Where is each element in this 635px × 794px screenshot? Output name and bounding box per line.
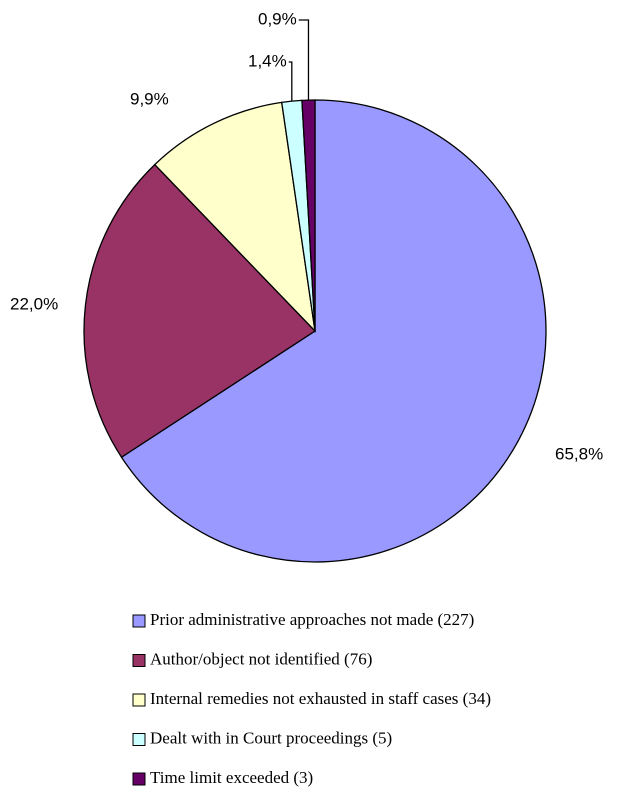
legend-label: Time limit exceeded (3)	[150, 768, 313, 787]
leader-line	[298, 19, 310, 101]
legend-swatch	[132, 772, 146, 786]
pie-slice	[153, 101, 316, 333]
leader-line	[288, 61, 293, 102]
slice-label: 9,9%	[130, 89, 169, 108]
legend-label: Prior administrative approaches not made…	[150, 610, 474, 629]
slice-label: 22,0%	[10, 294, 58, 313]
slice-label: 1,4%	[248, 51, 287, 70]
legend-swatch	[132, 654, 146, 667]
pie-slice	[83, 163, 317, 459]
legend-swatch	[132, 733, 146, 746]
legend-label: Author/object not identified (76)	[150, 649, 372, 668]
legend-label: Internal remedies not exhausted in staff…	[150, 689, 491, 708]
slice-label: 0,9%	[258, 9, 297, 28]
pie-slice	[120, 99, 547, 563]
slice-label: 65,8%	[555, 444, 603, 463]
legend-swatch	[132, 614, 146, 628]
legend-swatch	[132, 693, 146, 707]
legend-label: Dealt with in Court proceedings (5)	[150, 728, 392, 747]
